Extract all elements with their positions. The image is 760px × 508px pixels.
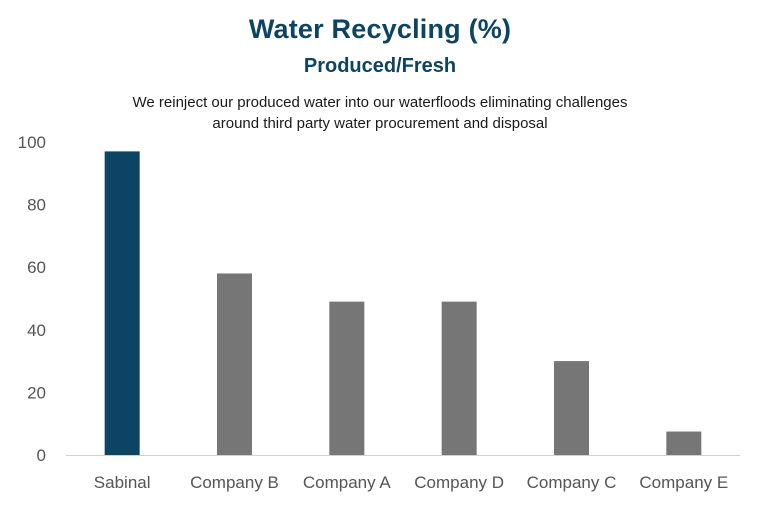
x-tick-label: Company A <box>303 473 392 492</box>
x-tick-label: Company D <box>414 473 504 492</box>
annotation-line-2: around third party water procurement and… <box>212 115 548 132</box>
y-axis-ticks: 0 20 40 60 80 100 <box>18 133 46 465</box>
chart-subtitle: Produced/Fresh <box>303 55 457 77</box>
x-tick-label: Company B <box>190 473 279 492</box>
x-tick-label: Sabinal <box>94 473 151 492</box>
y-tick-label: 20 <box>27 383 46 402</box>
x-tick-label: Company E <box>639 473 728 492</box>
bars <box>104 151 702 455</box>
bar-sabinal <box>104 151 140 455</box>
bar-company-e <box>666 431 702 455</box>
y-tick-label: 80 <box>27 196 46 215</box>
bar-company-d <box>441 301 477 455</box>
bar-company-a <box>329 301 365 455</box>
bar-company-b <box>217 273 252 455</box>
annotation-line-1: We reinject our produced water into our … <box>132 94 628 111</box>
x-tick-label: Company C <box>527 473 617 492</box>
chart-title: Water Recycling (%) <box>248 14 512 44</box>
y-tick-label: 40 <box>27 321 46 340</box>
y-tick-label: 60 <box>27 258 46 277</box>
y-tick-label: 0 <box>37 446 46 465</box>
y-tick-label: 100 <box>18 133 46 152</box>
x-axis-labels: Sabinal Company B Company A Company D Compan… <box>94 473 728 492</box>
bar-company-c <box>554 361 589 455</box>
chart-annotation: We reinject our produced water into our … <box>115 92 645 134</box>
